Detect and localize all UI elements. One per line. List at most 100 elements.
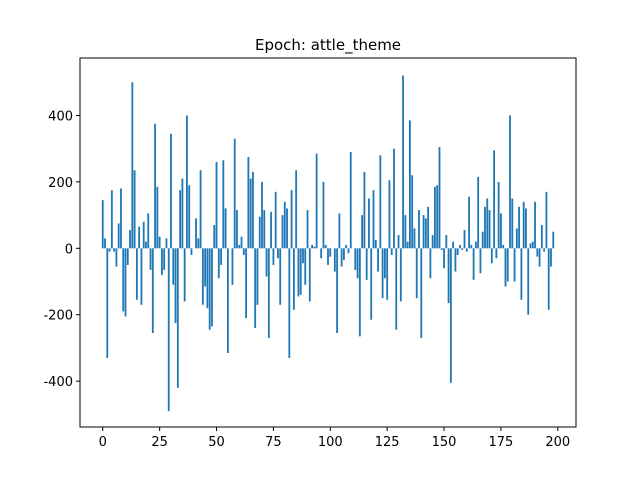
bar: [374, 240, 377, 249]
bar: [447, 248, 450, 304]
bar: [543, 248, 546, 252]
bar: [529, 243, 532, 249]
bar: [497, 181, 500, 249]
bar: [217, 248, 220, 279]
bar: [388, 180, 391, 249]
bar: [461, 248, 464, 250]
plot-area: [101, 75, 555, 412]
bar: [135, 248, 138, 300]
bar: [511, 198, 514, 249]
x-tick-label: 175: [489, 435, 514, 450]
bar: [536, 248, 539, 257]
bar: [509, 115, 511, 249]
bar: [477, 176, 480, 249]
bar: [427, 206, 430, 249]
bar: [438, 147, 441, 249]
bar: [124, 248, 127, 317]
axes-frame: [79, 57, 577, 428]
bar: [472, 248, 475, 280]
bar: [258, 216, 261, 249]
bar: [108, 248, 111, 252]
bar: [397, 235, 400, 249]
y-tick-label: -400: [43, 375, 73, 390]
bar: [363, 171, 366, 249]
bar: [445, 235, 448, 249]
bar: [174, 248, 177, 324]
bar: [456, 248, 459, 255]
bar: [552, 231, 555, 249]
bar: [538, 248, 541, 267]
bar: [158, 236, 161, 249]
bar: [422, 215, 425, 249]
bar: [534, 201, 536, 249]
bar: [204, 248, 207, 287]
bar: [520, 248, 523, 300]
bar: [226, 248, 229, 353]
bar: [267, 248, 270, 338]
bar: [415, 248, 418, 299]
bar: [454, 248, 457, 272]
x-tick-label: 150: [432, 435, 457, 450]
bar: [381, 248, 384, 299]
bar: [126, 248, 129, 265]
bar: [547, 248, 550, 310]
bar: [206, 248, 209, 309]
bar: [154, 123, 156, 249]
bar: [377, 248, 379, 272]
bar: [183, 248, 186, 302]
bar: [104, 238, 106, 249]
bar: [525, 208, 527, 249]
bar: [151, 248, 154, 334]
bar: [220, 248, 222, 265]
bar: [256, 248, 259, 305]
bar: [490, 248, 493, 264]
bar: [358, 248, 361, 337]
bar: [242, 248, 245, 255]
bar: [288, 248, 291, 358]
bar: [274, 191, 277, 249]
bar: [349, 151, 352, 249]
bar: [322, 181, 325, 249]
bar: [165, 238, 168, 249]
bar: [320, 248, 323, 259]
bar: [120, 188, 122, 249]
bar: [484, 206, 486, 249]
bar: [181, 178, 184, 249]
bar: [238, 244, 241, 249]
bar: [470, 244, 473, 249]
bar: [340, 248, 343, 267]
bar: [372, 190, 375, 249]
bar: [176, 248, 179, 388]
bar: [518, 206, 521, 249]
bar: [495, 248, 498, 259]
x-tick-label: 25: [151, 435, 168, 450]
bar: [117, 223, 120, 249]
bar: [252, 171, 254, 249]
bar: [449, 248, 452, 383]
bar: [140, 248, 143, 305]
bar: [129, 230, 131, 249]
bar: [333, 248, 336, 272]
bar: [147, 213, 150, 249]
bar: [195, 218, 197, 249]
bar: [463, 230, 466, 249]
bar: [115, 248, 118, 267]
bar: [306, 210, 309, 249]
bar: [502, 244, 505, 249]
bar: [188, 185, 191, 249]
x-tick-label: 75: [265, 435, 282, 450]
bar: [279, 248, 282, 305]
bar: [347, 248, 350, 254]
bar: [515, 228, 518, 249]
bar: [106, 248, 109, 358]
bar: [308, 248, 311, 302]
bar: [201, 248, 204, 305]
bar: [315, 153, 318, 249]
bar: [431, 235, 434, 249]
bar: [292, 248, 295, 310]
bar: [208, 248, 211, 330]
bar: [163, 248, 166, 270]
bar: [149, 248, 152, 270]
bar: [440, 248, 443, 250]
